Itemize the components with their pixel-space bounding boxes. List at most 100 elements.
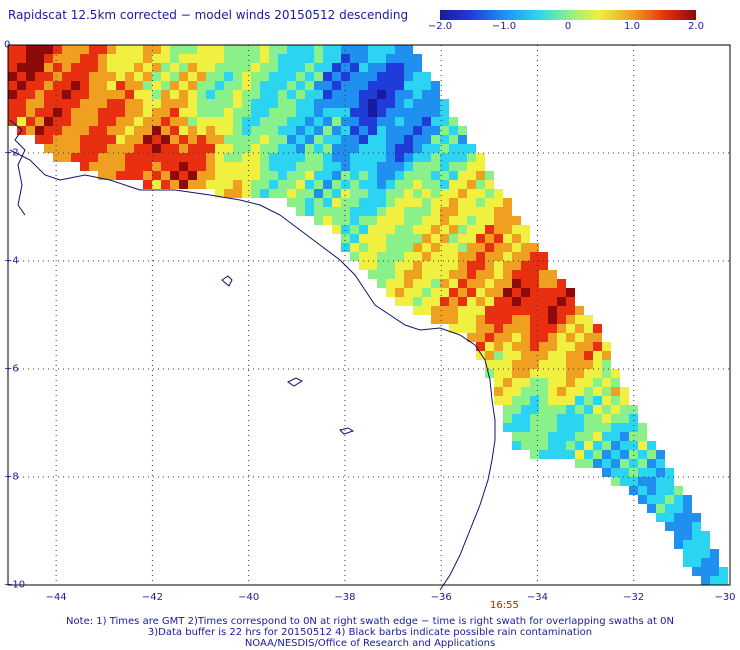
data-cell xyxy=(512,216,521,225)
data-cell xyxy=(332,144,341,153)
data-cell xyxy=(548,360,557,369)
data-cell xyxy=(224,63,233,72)
data-cell xyxy=(557,450,566,459)
data-cell xyxy=(251,108,260,117)
data-cell xyxy=(116,171,125,180)
data-cell xyxy=(224,153,233,162)
data-cell xyxy=(341,72,350,81)
data-cell xyxy=(197,63,206,72)
data-cell xyxy=(188,99,197,108)
data-cell xyxy=(8,108,17,117)
data-cell xyxy=(449,144,458,153)
data-cell xyxy=(557,396,566,405)
data-cell xyxy=(683,522,692,531)
data-cell xyxy=(278,126,287,135)
data-cell xyxy=(512,342,521,351)
data-cell xyxy=(557,351,566,360)
data-cell xyxy=(449,234,458,243)
data-cell xyxy=(404,90,413,99)
data-cell xyxy=(431,171,440,180)
data-cell xyxy=(332,45,341,54)
data-cell xyxy=(584,324,593,333)
data-cell xyxy=(593,414,602,423)
data-cell xyxy=(287,108,296,117)
data-cell xyxy=(152,81,161,90)
data-cell xyxy=(494,315,503,324)
data-cell xyxy=(71,72,80,81)
data-cell xyxy=(611,405,620,414)
data-cell xyxy=(656,468,665,477)
data-cell xyxy=(251,135,260,144)
data-cell xyxy=(476,288,485,297)
data-cell xyxy=(71,126,80,135)
data-cell xyxy=(422,189,431,198)
data-cell xyxy=(404,153,413,162)
data-cell xyxy=(458,315,467,324)
data-cell xyxy=(215,162,224,171)
data-cell xyxy=(80,162,89,171)
data-cell xyxy=(530,360,539,369)
data-cell xyxy=(17,45,26,54)
data-cell xyxy=(341,243,350,252)
data-cell xyxy=(296,135,305,144)
data-cell xyxy=(503,369,512,378)
data-cell xyxy=(422,180,431,189)
data-cell xyxy=(386,252,395,261)
data-cell xyxy=(422,270,431,279)
data-cell xyxy=(548,270,557,279)
data-cell xyxy=(80,126,89,135)
data-cell xyxy=(107,171,116,180)
data-cell xyxy=(89,72,98,81)
data-cell xyxy=(89,144,98,153)
data-cell xyxy=(449,162,458,171)
data-cell xyxy=(566,333,575,342)
data-cell xyxy=(395,189,404,198)
data-cell xyxy=(44,108,53,117)
data-cell xyxy=(170,54,179,63)
data-cell xyxy=(197,180,206,189)
data-cell xyxy=(197,72,206,81)
data-cell xyxy=(98,126,107,135)
data-cell xyxy=(413,153,422,162)
data-cell xyxy=(152,117,161,126)
data-cell xyxy=(260,81,269,90)
data-cell xyxy=(395,243,404,252)
data-cell xyxy=(665,522,674,531)
data-cell xyxy=(341,153,350,162)
data-cell xyxy=(395,270,404,279)
data-cell xyxy=(287,189,296,198)
data-cell xyxy=(35,117,44,126)
data-cell xyxy=(341,225,350,234)
data-cell xyxy=(503,333,512,342)
data-cell xyxy=(458,243,467,252)
data-cell xyxy=(179,135,188,144)
data-cell xyxy=(215,54,224,63)
data-cell xyxy=(494,360,503,369)
data-cell xyxy=(647,459,656,468)
data-cell xyxy=(539,387,548,396)
data-cell xyxy=(413,207,422,216)
data-cell xyxy=(44,45,53,54)
data-cell xyxy=(539,414,548,423)
data-cell xyxy=(413,270,422,279)
y-tick-label: −6 xyxy=(4,363,19,375)
data-cell xyxy=(404,135,413,144)
data-cell xyxy=(611,396,620,405)
data-cell xyxy=(386,180,395,189)
data-cell xyxy=(539,252,548,261)
data-cell xyxy=(593,405,602,414)
data-cell xyxy=(278,81,287,90)
x-tick-label: −44 xyxy=(45,592,67,603)
data-cell xyxy=(404,261,413,270)
data-cell xyxy=(260,135,269,144)
data-cell xyxy=(98,45,107,54)
data-cell xyxy=(557,378,566,387)
data-cell xyxy=(548,423,557,432)
data-cell xyxy=(647,495,656,504)
data-cell xyxy=(485,189,494,198)
y-tick-label: −2 xyxy=(4,147,19,159)
data-cell xyxy=(566,432,575,441)
data-cell xyxy=(386,135,395,144)
data-cell xyxy=(332,153,341,162)
data-cell xyxy=(512,306,521,315)
